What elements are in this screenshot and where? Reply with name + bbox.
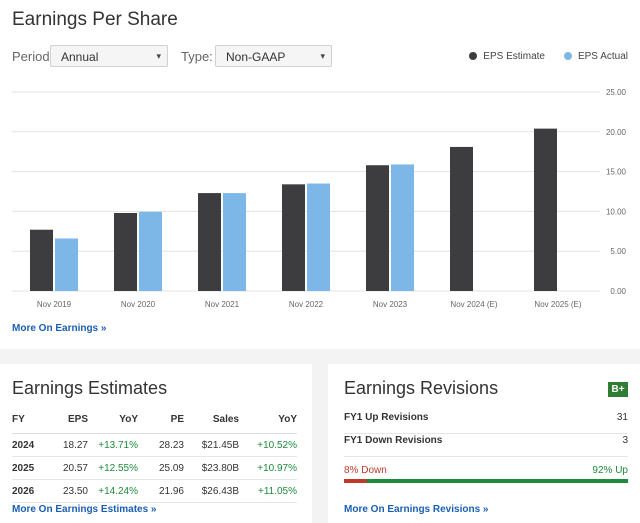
x-tick-label: Nov 2023 <box>373 300 408 309</box>
up-revisions-value: 31 <box>616 412 628 423</box>
down-percent-label: 8% Down <box>344 465 387 476</box>
eps-yoy-cell: +13.71% <box>88 433 138 457</box>
x-tick-label: Nov 2021 <box>205 300 240 309</box>
table-row: 2026 23.50 +14.24% 21.96 $26.43B +11.05% <box>12 479 297 503</box>
more-earnings-link[interactable]: More On Earnings » <box>12 323 107 334</box>
pe-cell: 21.96 <box>138 479 184 503</box>
eps-estimate-bar <box>30 229 53 291</box>
revisions-grade-badge: B+ <box>608 382 628 397</box>
down-revisions-value: 3 <box>622 435 628 446</box>
legend-dot-estimate <box>469 52 478 60</box>
eps-estimate-bar <box>198 193 221 291</box>
period-select-value: Annual <box>61 50 99 64</box>
legend-item-actual[interactable]: EPS Actual <box>563 51 628 62</box>
y-tick-label: 0.00 <box>610 287 626 296</box>
eps-actual-bar <box>55 238 78 291</box>
table-header-row: FY EPS YoY PE Sales YoY <box>12 414 297 434</box>
period-label: Period: <box>12 49 54 64</box>
chevron-down-icon: ▾ <box>156 51 161 61</box>
column-header: YoY <box>88 414 138 434</box>
eps-cell: 20.57 <box>52 456 88 480</box>
page-title: Earnings Per Share <box>12 9 178 30</box>
table-row: 2025 20.57 +12.55% 25.09 $23.80B +10.97% <box>12 456 297 480</box>
eps-estimate-bar <box>114 212 137 291</box>
y-tick-label: 15.00 <box>606 168 627 177</box>
sales-yoy-cell: +11.05% <box>239 479 297 503</box>
eps-estimate-bar <box>534 128 557 291</box>
column-header: FY <box>12 414 52 434</box>
estimates-title: Earnings Estimates <box>12 378 168 398</box>
y-tick-label: 5.00 <box>610 247 626 256</box>
x-tick-label: Nov 2024 (E) <box>450 300 497 309</box>
revisions-ratio-bar <box>344 479 628 483</box>
period-select[interactable]: Annual ▾ <box>50 45 168 67</box>
eps-estimate-bar <box>282 184 305 291</box>
pe-cell: 28.23 <box>138 433 184 457</box>
type-label: Type: <box>181 49 213 64</box>
fy-cell: 2026 <box>12 479 52 503</box>
earnings-revisions-card: Earnings Revisions B+ FY1 Up Revisions 3… <box>328 364 640 523</box>
x-tick-label: Nov 2020 <box>121 300 156 309</box>
fy-cell: 2025 <box>12 456 52 480</box>
column-header: EPS <box>52 414 88 434</box>
eps-actual-bar <box>223 193 246 291</box>
column-header: YoY <box>239 414 297 434</box>
table-row: 2024 18.27 +13.71% 28.23 $21.45B +10.52% <box>12 433 297 457</box>
type-select-value: Non-GAAP <box>226 50 286 64</box>
up-revisions-row: FY1 Up Revisions 31 <box>344 412 628 434</box>
eps-cell: 18.27 <box>52 433 88 457</box>
eps-card: Earnings Per Share Period: Annual ▾ Type… <box>0 0 640 349</box>
legend-dot-actual <box>563 52 572 60</box>
legend-item-estimate[interactable]: EPS Estimate <box>469 51 545 62</box>
column-header: PE <box>138 414 184 434</box>
eps-bar-chart: 25.00 20.00 15.00 10.00 5.00 0.00 Nov 2019 Nov … <box>12 88 627 309</box>
sales-cell: $23.80B <box>184 456 239 480</box>
up-percent-label: 92% Up <box>592 465 628 476</box>
pe-cell: 25.09 <box>138 456 184 480</box>
sales-yoy-cell: +10.97% <box>239 456 297 480</box>
x-tick-label: Nov 2022 <box>289 300 324 309</box>
eps-actual-bar <box>307 183 330 291</box>
revisions-title: Earnings Revisions <box>344 378 499 398</box>
up-revisions-label: FY1 Up Revisions <box>344 412 429 423</box>
sales-cell: $21.45B <box>184 433 239 457</box>
chevron-down-icon: ▾ <box>320 51 325 61</box>
fy-cell: 2024 <box>12 433 52 457</box>
eps-actual-bar <box>139 211 162 291</box>
down-revisions-row: FY1 Down Revisions 3 <box>344 435 628 457</box>
x-tick-label: Nov 2025 (E) <box>534 300 581 309</box>
y-tick-label: 25.00 <box>606 88 627 97</box>
eps-yoy-cell: +12.55% <box>88 456 138 480</box>
x-tick-label: Nov 2019 <box>37 300 72 309</box>
y-tick-label: 10.00 <box>606 207 627 216</box>
column-header: Sales <box>184 414 239 434</box>
legend-label-estimate: EPS Estimate <box>483 51 545 62</box>
earnings-estimates-card: Earnings Estimates FY EPS YoY PE Sales Y… <box>0 364 312 523</box>
eps-actual-bar <box>391 164 414 291</box>
down-revisions-label: FY1 Down Revisions <box>344 435 443 446</box>
more-revisions-link[interactable]: More On Earnings Revisions » <box>344 504 489 515</box>
sales-yoy-cell: +10.52% <box>239 433 297 457</box>
eps-estimate-bar <box>366 165 389 291</box>
eps-estimate-bar <box>450 146 473 291</box>
y-tick-label: 20.00 <box>606 128 627 137</box>
more-estimates-link[interactable]: More On Earnings Estimates » <box>12 504 157 515</box>
estimates-table: FY EPS YoY PE Sales YoY 2024 18.27 +13.7… <box>12 414 297 503</box>
type-select[interactable]: Non-GAAP ▾ <box>215 45 332 67</box>
revisions-down-fill <box>344 479 367 483</box>
eps-yoy-cell: +14.24% <box>88 479 138 503</box>
sales-cell: $26.43B <box>184 479 239 503</box>
legend-label-actual: EPS Actual <box>577 51 628 62</box>
eps-cell: 23.50 <box>52 479 88 503</box>
